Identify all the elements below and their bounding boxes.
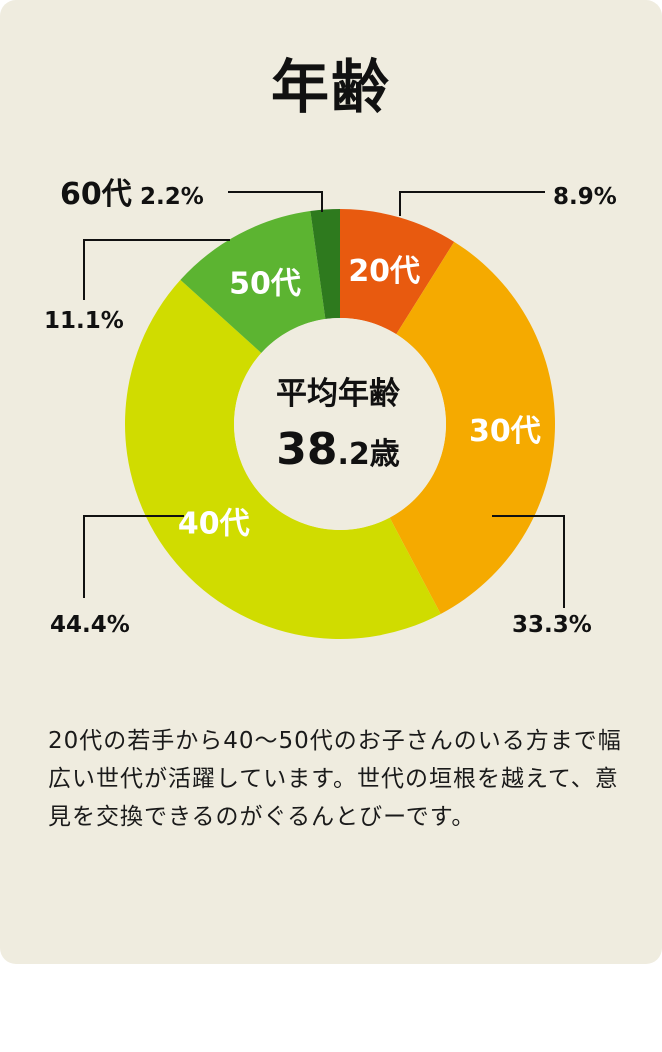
segment-label-50代: 50代	[229, 267, 301, 302]
percent-label-20代: 8.9%	[553, 184, 617, 210]
center-value-unit: 歳	[370, 437, 400, 472]
leader-line-40代	[83, 515, 184, 598]
pie-slice-20代	[340, 209, 455, 335]
percent-label-60代: 2.2%	[140, 184, 204, 210]
leader-lines	[83, 191, 565, 608]
center-value-decimal: .2	[337, 437, 369, 472]
donut-slices	[124, 209, 555, 639]
segment-label-20代: 20代	[348, 254, 420, 289]
pie-slice-30代	[389, 241, 555, 614]
page-title: 年齢	[270, 53, 391, 121]
pie-slice-50代	[180, 211, 326, 353]
center-value-number: 38	[276, 424, 337, 475]
pie-slice-60代	[310, 209, 340, 320]
segment-label-30代: 30代	[469, 414, 541, 449]
center-value: 38.2歳	[276, 424, 400, 475]
pie-slice-40代	[124, 279, 441, 639]
segment-label-40代: 40代	[178, 506, 250, 541]
percent-label-30代: 33.3%	[512, 612, 592, 638]
leader-line-30代	[492, 515, 565, 608]
percent-label-50代: 11.1%	[44, 308, 124, 334]
bottom-whitespace	[0, 964, 662, 1052]
donut-hole	[234, 318, 446, 530]
description-text: 20代の若手から40〜50代のお子さんのいる方まで幅広い世代が活躍しています。世…	[48, 728, 622, 830]
leader-line-60代	[228, 191, 323, 212]
leader-line-50代	[83, 239, 230, 300]
leader-line-20代	[399, 191, 545, 216]
segment-labels: 20代 30代 40代 50代 60代	[60, 177, 541, 541]
percent-labels: 8.9% 33.3% 44.4% 11.1% 2.2%	[44, 184, 617, 638]
center-label: 平均年齢	[276, 376, 400, 412]
percent-label-40代: 44.4%	[50, 612, 130, 638]
segment-label-60代: 60代	[60, 177, 132, 212]
